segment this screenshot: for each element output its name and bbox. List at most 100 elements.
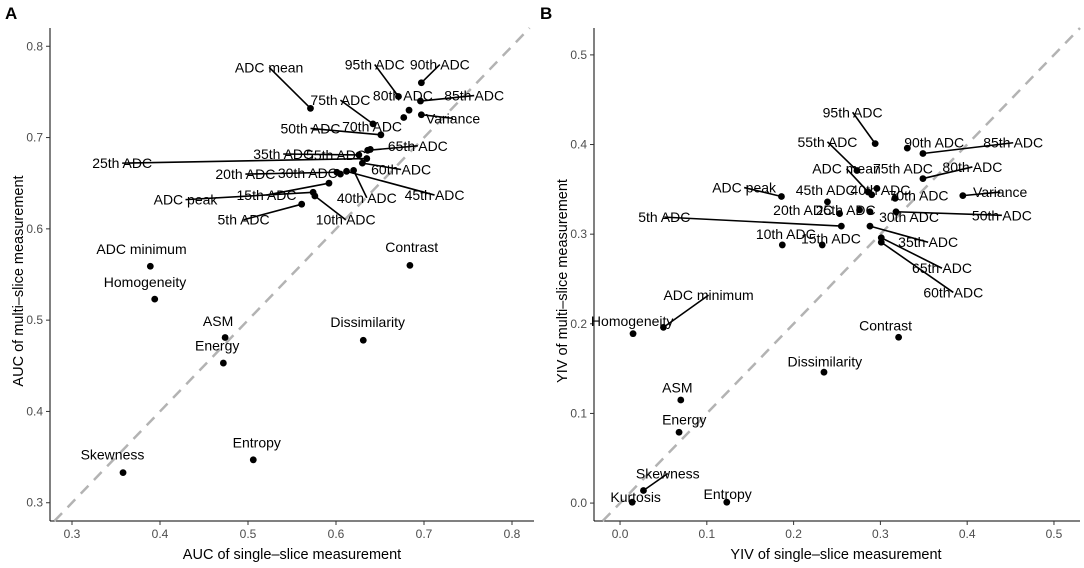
point-label: 10th ADC	[316, 212, 376, 228]
point-label: Entropy	[704, 486, 752, 502]
point-label: 35th ADC	[253, 146, 313, 162]
y-axis-title-b: YIV of multi–slice measurement	[555, 179, 571, 383]
data-point	[377, 131, 385, 139]
plot-b: 0.0 0.1 0.2 0.3 0.4 0.5 0.0 0.1 0.2 0.3 0.4 0.5 95th…	[570, 27, 1081, 541]
x-tick-label-a: 0.4	[152, 527, 169, 541]
point-label: 15th ADC	[801, 231, 861, 247]
data-point	[146, 262, 154, 270]
data-point	[836, 210, 844, 217]
data-point	[640, 487, 647, 494]
identity-reference-line-b	[601, 27, 1081, 522]
x-tick-label-b: 0.3	[872, 527, 889, 541]
point-label: ADC peak	[154, 192, 219, 208]
point-label: ADC minimum	[96, 241, 186, 257]
leader-line	[880, 237, 943, 269]
data-point	[820, 368, 828, 376]
leader-line	[662, 294, 710, 329]
point-label: 65th ADC	[912, 260, 972, 276]
leader-line	[962, 191, 1001, 197]
data-point	[369, 120, 377, 128]
point-label: 20th ADC	[773, 202, 833, 218]
data-point	[778, 193, 785, 200]
point-label: 90th ADC	[410, 57, 470, 73]
data-point	[837, 222, 845, 230]
point-label: ADC peak	[712, 180, 777, 196]
point-label: Homogeneity	[104, 274, 187, 290]
point-label: 35th ADC	[898, 234, 958, 250]
leader-line	[743, 186, 782, 198]
data-point	[877, 238, 885, 246]
data-point	[359, 159, 366, 167]
y-axis-title-a: AUC of multi–slice measurement	[11, 175, 27, 386]
leader-line	[283, 153, 359, 156]
data-point	[919, 150, 927, 157]
x-axis-title-b: YIV of single–slice measurement	[730, 547, 941, 563]
data-point	[363, 155, 371, 162]
y-tick-label-a: 0.4	[26, 404, 43, 418]
point-label: 85th ADC	[444, 88, 504, 104]
data-point	[824, 198, 831, 206]
leader-line	[266, 182, 330, 196]
data-point	[417, 79, 425, 87]
point-label: 60th ADC	[371, 162, 431, 178]
data-point	[400, 114, 408, 121]
plot-a: 0.3 0.4 0.5 0.6 0.7 0.8 0.3 0.4 0.5 0.6 0.7 0.8 ADC …	[26, 27, 534, 541]
point-label: Skewness	[636, 465, 700, 481]
point-label: 5th ADC	[218, 212, 270, 228]
x-tick-label-b: 0.4	[959, 527, 976, 541]
y-tick-label-b: 0.5	[570, 48, 587, 62]
y-tick-label-a: 0.5	[26, 313, 43, 327]
point-label: Variance	[973, 184, 1027, 200]
point-label: Dissimilarity	[788, 353, 863, 369]
point-label: 50th ADC	[281, 120, 341, 136]
data-point	[307, 104, 314, 112]
point-label: ADC mean	[812, 161, 880, 177]
leader-line	[243, 203, 302, 221]
point-label: 70th ADC	[342, 119, 402, 135]
data-point	[628, 498, 636, 506]
leader-line	[664, 216, 842, 227]
leader-line	[352, 170, 368, 199]
x-tick-label-a: 0.5	[240, 527, 257, 541]
point-label: Contrast	[385, 239, 438, 255]
data-point	[873, 185, 881, 192]
leader-line	[185, 191, 314, 201]
point-label: 20th ADC	[215, 166, 275, 182]
point-label: 75th ADC	[873, 161, 933, 177]
data-point	[417, 111, 425, 119]
data-point	[119, 469, 127, 477]
y-tick-label-b: 0.3	[570, 227, 587, 241]
data-point	[298, 200, 306, 208]
x-tick-label-a: 0.7	[416, 527, 433, 541]
point-label: 45th ADC	[796, 182, 856, 198]
panel-b: B 0.0 0.1 0.2 0.3 0.4 0.5 0.0 0.1 0.2 0.3 0.4 0.5 95…	[540, 4, 1081, 563]
x-tick-label-b: 0.0	[612, 527, 629, 541]
data-point	[856, 206, 863, 214]
leader-line	[268, 66, 312, 109]
leader-line	[339, 99, 374, 125]
leader-line	[643, 472, 669, 492]
data-point	[221, 334, 229, 341]
data-point	[417, 97, 424, 105]
point-label: 90th ADC	[904, 135, 964, 151]
point-label: ASM	[203, 313, 233, 329]
point-label: 40th ADC	[337, 190, 397, 206]
y-tick-label-a: 0.7	[26, 131, 43, 145]
x-tick-label-b: 0.2	[785, 527, 802, 541]
data-point	[359, 336, 367, 344]
point-label: Contrast	[859, 318, 912, 334]
data-point	[660, 323, 667, 331]
point-label: 15th ADC	[237, 187, 297, 203]
data-point	[959, 192, 967, 200]
point-label: 10th ADC	[756, 226, 816, 242]
data-point	[350, 167, 357, 174]
leader-line	[314, 195, 347, 221]
point-label: 30th ADC	[879, 209, 939, 225]
x-axis-title-a: AUC of single–slice measurement	[183, 547, 401, 563]
data-point	[903, 144, 911, 152]
leader-line	[421, 113, 454, 120]
leader-line	[922, 166, 973, 180]
point-label: Energy	[195, 338, 239, 354]
data-point	[151, 295, 159, 303]
